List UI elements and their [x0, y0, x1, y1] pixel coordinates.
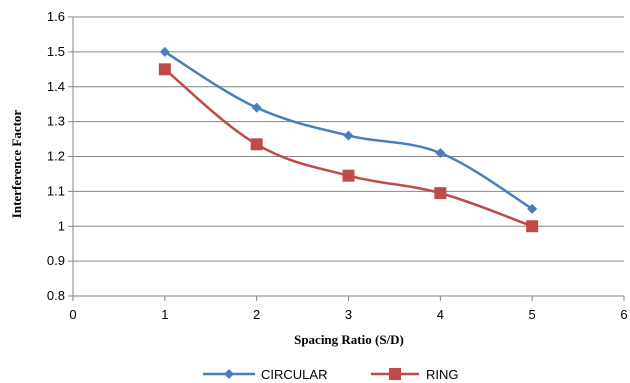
series-circular: [159, 46, 538, 214]
data-point-circular: [159, 46, 170, 57]
data-point-circular: [343, 130, 354, 141]
data-point-circular: [527, 203, 538, 214]
axes: [68, 16, 625, 301]
series-line-circular: [164, 50, 533, 210]
legend-label-circular: CIRCULAR: [261, 367, 327, 382]
legend: CIRCULAR RING: [203, 367, 459, 382]
x-tick-label: 2: [253, 307, 260, 322]
x-tick-labels: 0 1 2 3 4 5 6: [69, 307, 627, 322]
data-point-ring: [250, 138, 263, 151]
y-tick-label: 1.5: [47, 44, 65, 59]
y-axis-title: Interference Factor: [9, 110, 24, 219]
legend-item-ring: RING: [371, 367, 459, 382]
y-tick-label: 1.2: [47, 149, 65, 164]
data-point-ring: [158, 63, 171, 76]
data-point-ring: [342, 169, 355, 182]
data-point-circular: [251, 102, 262, 113]
series: [158, 46, 539, 233]
legend-marker-diamond: [224, 369, 234, 379]
y-tick-label: 0.9: [47, 253, 65, 268]
y-tick-label: 0.8: [47, 288, 65, 303]
legend-label-ring: RING: [426, 367, 459, 382]
x-tick-label: 3: [345, 307, 352, 322]
data-point-ring: [434, 187, 447, 200]
x-tick-label: 4: [437, 307, 444, 322]
series-line-ring: [164, 68, 533, 228]
y-tick-label: 1.1: [47, 183, 65, 198]
data-point-circular: [435, 148, 446, 159]
x-axis-title: Spacing Ratio (S/D): [294, 332, 404, 347]
y-tick-label: 1.3: [47, 114, 65, 129]
x-tick-label: 6: [620, 307, 627, 322]
series-ring: [158, 63, 539, 233]
x-tick-label: 1: [161, 307, 168, 322]
y-tick-labels: 0.8 0.9 1 1.1 1.2 1.3 1.4 1.5 1.6: [47, 9, 65, 303]
legend-marker-square: [389, 368, 401, 380]
x-tick-label: 5: [529, 307, 536, 322]
y-tick-label: 1.4: [47, 79, 65, 94]
y-tick-label: 1.6: [47, 9, 65, 24]
data-point-ring: [526, 220, 539, 233]
y-tick-label: 1: [58, 218, 65, 233]
x-tick-label: 0: [69, 307, 76, 322]
legend-item-circular: CIRCULAR: [203, 367, 327, 382]
